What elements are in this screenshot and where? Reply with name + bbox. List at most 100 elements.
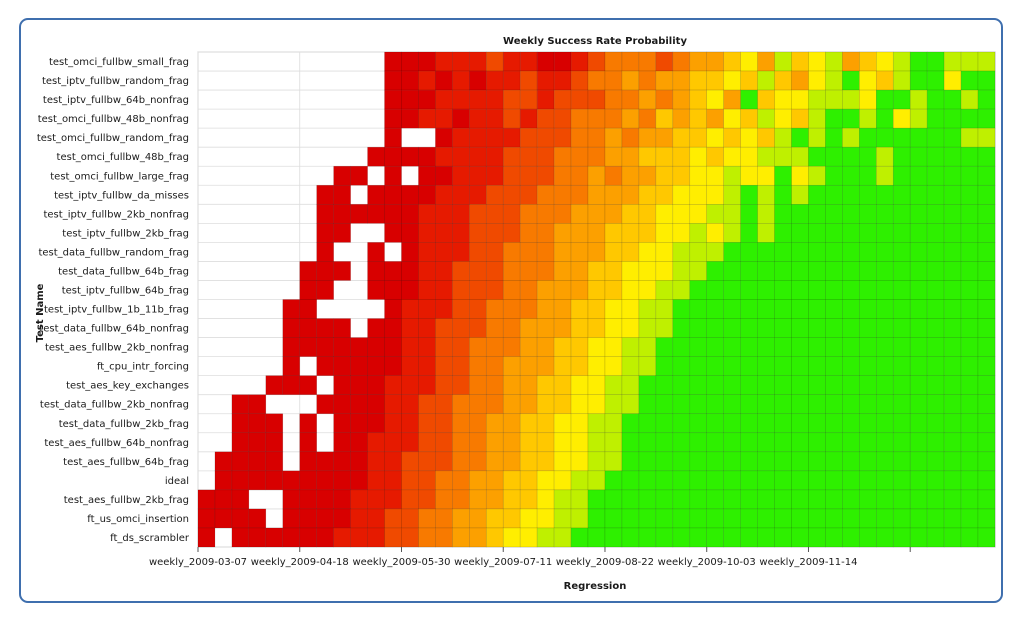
- heatmap-cell: [740, 223, 758, 243]
- heatmap-cell: [621, 184, 640, 205]
- heatmap-cell: [604, 470, 623, 491]
- heatmap-cell: [570, 261, 589, 281]
- heatmap-cell: [553, 204, 572, 224]
- heatmap-cell: [689, 508, 708, 529]
- heatmap-cell: [604, 89, 623, 110]
- heatmap-cell: [299, 337, 317, 357]
- heatmap-cell: [808, 70, 826, 91]
- heatmap-cell: [350, 356, 368, 376]
- heatmap-cell: [536, 356, 555, 376]
- heatmap-cell: [926, 127, 945, 148]
- heatmap-cell: [621, 299, 640, 319]
- heatmap-cell: [418, 184, 436, 205]
- heatmap-cell: [757, 242, 775, 262]
- heatmap-cell: [808, 394, 826, 415]
- heatmap-cell: [621, 394, 640, 415]
- heatmap-cell: [842, 413, 860, 434]
- heatmap-cell: [960, 146, 979, 167]
- heatmap-cell: [774, 127, 792, 148]
- heatmap-cell: [859, 89, 877, 110]
- heatmap-cell: [960, 108, 979, 129]
- heatmap-cell: [977, 184, 996, 205]
- heatmap-cell: [655, 70, 674, 91]
- heatmap-cell: [536, 508, 555, 529]
- heatmap-cell: [875, 394, 894, 415]
- heatmap-cell: [655, 413, 674, 434]
- heatmap-cell: [655, 261, 674, 281]
- heatmap-cell: [248, 508, 267, 529]
- heatmap-cell: [723, 318, 741, 338]
- heatmap-cell: [689, 261, 708, 281]
- heatmap-cell: [367, 318, 385, 338]
- heatmap-cell: [943, 204, 962, 224]
- heatmap-cell: [825, 242, 843, 262]
- heatmap-cell: [774, 394, 792, 415]
- heatmap-cell: [892, 299, 911, 319]
- heatmap-cell: [977, 470, 996, 491]
- y-tick-label: ft_ds_scrambler: [110, 533, 190, 544]
- heatmap-cell: [723, 242, 741, 262]
- heatmap-cell: [401, 242, 419, 262]
- heatmap-cell: [638, 108, 657, 129]
- heatmap-cell: [892, 470, 911, 491]
- heatmap-cell: [740, 146, 758, 167]
- heatmap-cell: [435, 356, 453, 376]
- heatmap-cell: [299, 527, 317, 548]
- heatmap-cell: [282, 489, 301, 510]
- heatmap-cell: [502, 413, 521, 434]
- heatmap-cell: [875, 127, 894, 148]
- heatmap-cell: [892, 356, 911, 376]
- heatmap-cell: [536, 146, 555, 167]
- heatmap-cell: [553, 356, 572, 376]
- heatmap-cell: [825, 108, 843, 129]
- heatmap-cell: [367, 146, 385, 167]
- heatmap-cell: [842, 204, 860, 224]
- heatmap-cell: [791, 318, 809, 338]
- heatmap-cell: [553, 51, 572, 72]
- heatmap-cell: [469, 127, 487, 148]
- heatmap-cell: [502, 51, 521, 72]
- heatmap-cell: [977, 451, 996, 472]
- y-tick-label: test_iptv_fullbw_2kb_nonfrag: [43, 209, 189, 220]
- heatmap-cell: [926, 165, 945, 186]
- heatmap-cell: [570, 108, 589, 129]
- heatmap-cell: [536, 127, 555, 148]
- heatmap-cell: [909, 184, 928, 205]
- heatmap-cell: [960, 89, 979, 110]
- heatmap-cell: [740, 432, 758, 453]
- heatmap-cell: [553, 375, 572, 395]
- heatmap-cell: [621, 280, 640, 300]
- heatmap-cell: [485, 127, 504, 148]
- heatmap-cell: [977, 318, 996, 338]
- heatmap-cell: [519, 280, 538, 300]
- heatmap-cell: [892, 51, 911, 72]
- heatmap-cell: [452, 489, 470, 510]
- heatmap-cell: [926, 261, 945, 281]
- heatmap-cell: [757, 508, 775, 529]
- heatmap-cell: [587, 146, 606, 167]
- heatmap-cell: [384, 280, 402, 300]
- heatmap-cell: [401, 527, 419, 548]
- heatmap-cell: [638, 527, 657, 548]
- heatmap-cell: [808, 527, 826, 548]
- heatmap-cell: [977, 261, 996, 281]
- heatmap-cell: [638, 223, 657, 243]
- heatmap-cell: [452, 299, 470, 319]
- heatmap-cell: [384, 146, 402, 167]
- heatmap-cell: [892, 489, 911, 510]
- heatmap-cell: [350, 470, 368, 491]
- heatmap-cell: [469, 242, 487, 262]
- heatmap-cell: [485, 108, 504, 129]
- heatmap-cell: [519, 146, 538, 167]
- heatmap-cell: [587, 413, 606, 434]
- heatmap-cell: [926, 299, 945, 319]
- heatmap-cell: [604, 204, 623, 224]
- heatmap-cell: [401, 432, 419, 453]
- heatmap-cell: [469, 146, 487, 167]
- heatmap-cell: [570, 508, 589, 529]
- heatmap-cell: [808, 89, 826, 110]
- heatmap-cell: [740, 89, 758, 110]
- heatmap-cell: [418, 413, 436, 434]
- heatmap-cell: [333, 508, 351, 529]
- heatmap-cell: [587, 184, 606, 205]
